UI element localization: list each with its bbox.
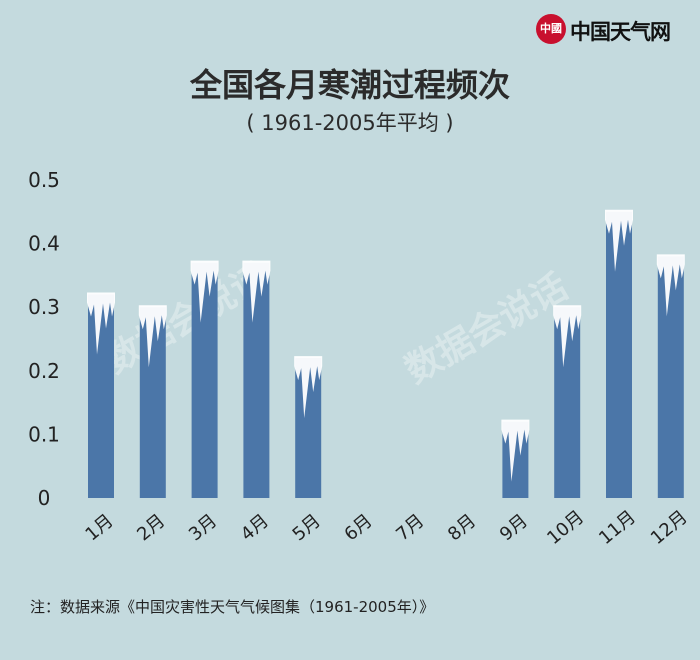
logo-text: 中国天气网	[570, 19, 671, 44]
bar-5	[294, 356, 323, 498]
x-tick-label: 11月	[595, 507, 640, 549]
x-tick-label: 2月	[133, 510, 169, 545]
icicle-cap	[501, 419, 530, 482]
bar-rect	[657, 256, 684, 498]
x-tick-label: 6月	[340, 510, 376, 545]
bar-rect	[88, 294, 114, 498]
x-tick-label: 5月	[289, 510, 325, 545]
chart-title: 全国各月寒潮过程频次	[189, 66, 510, 104]
x-tick-label: 4月	[237, 510, 273, 545]
icicle-cap	[242, 260, 271, 323]
icicle-cap	[138, 305, 167, 368]
bar-10	[553, 305, 582, 498]
icicle-cap	[656, 254, 685, 317]
x-tick-label: 8月	[444, 510, 480, 545]
bar-rect	[554, 307, 581, 498]
chart-subtitle: ( 1961-2005年平均 )	[246, 111, 454, 135]
bar-1	[87, 292, 115, 498]
y-tick-label: 0.5	[28, 168, 60, 192]
icicle-cap	[294, 356, 323, 419]
icicle-cap	[553, 305, 582, 368]
x-tick-label: 12月	[647, 507, 692, 549]
bar-rect	[243, 262, 270, 498]
icicle-cap	[605, 209, 633, 272]
bar-rect	[191, 262, 218, 498]
x-tick-label: 1月	[81, 510, 117, 545]
bar-2	[138, 305, 167, 498]
y-tick-label: 0	[38, 486, 51, 510]
logo-seal-icon: 中國	[536, 14, 566, 44]
y-tick-label: 0.3	[28, 295, 60, 319]
bar-rect	[139, 307, 166, 498]
y-tick-label: 0.4	[28, 232, 60, 256]
bar-4	[242, 260, 271, 498]
y-tick-label: 0.2	[28, 359, 60, 383]
x-tick-label: 9月	[496, 510, 532, 545]
x-tick-label: 3月	[185, 510, 221, 545]
bar-11	[605, 209, 633, 499]
source-note: 注：数据来源《中国灾害性天气气候图集（1961-2005年）》	[30, 598, 435, 616]
y-tick-label: 0.1	[28, 422, 60, 446]
logo: 中國 中国天气网	[536, 14, 686, 50]
bar-rect	[606, 211, 632, 499]
x-tick-label: 7月	[392, 510, 428, 545]
bar-3	[190, 260, 219, 498]
bar-12	[656, 254, 685, 498]
icicle-cap	[87, 292, 115, 355]
x-tick-label: 10月	[543, 507, 588, 549]
icicle-cap	[190, 260, 219, 323]
bar-9	[501, 419, 530, 498]
